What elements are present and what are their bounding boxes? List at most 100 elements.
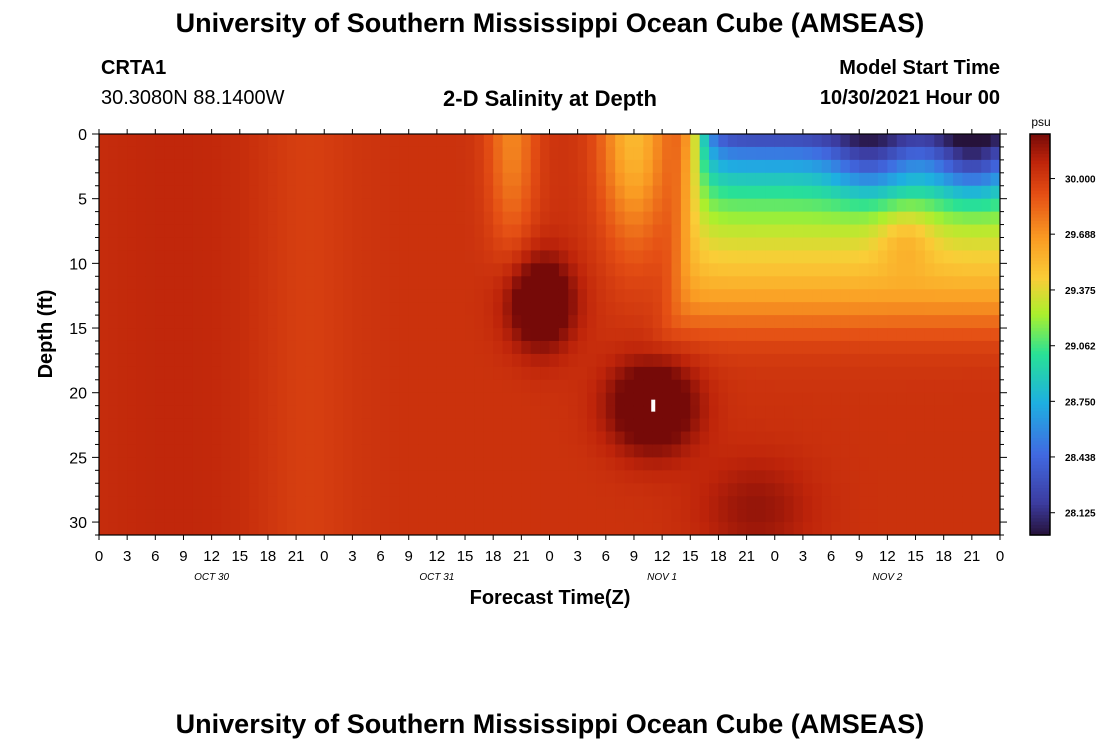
heatmap-cell [314, 522, 325, 536]
heatmap-cell [192, 483, 203, 497]
heatmap-cell [849, 483, 860, 497]
heatmap-cell [633, 431, 644, 445]
heatmap-cell [896, 302, 907, 316]
heatmap-cell [230, 340, 241, 355]
heatmap-cell [380, 263, 391, 277]
heatmap-cell [727, 328, 738, 342]
heatmap-cell [840, 224, 851, 238]
heatmap-cell [821, 146, 832, 161]
heatmap-cell [211, 522, 222, 536]
heatmap-cell [774, 405, 785, 420]
heatmap-cell [868, 392, 879, 407]
heatmap-cell [305, 172, 316, 187]
heatmap-cell [511, 431, 522, 445]
heatmap-cell [164, 198, 175, 213]
heatmap-cell [549, 224, 560, 238]
heatmap-cell [211, 366, 222, 381]
heatmap-cell [906, 224, 917, 238]
heatmap-cell [314, 405, 325, 420]
heatmap-cell [305, 340, 316, 355]
heatmap-cell [343, 159, 353, 174]
heatmap-cell [849, 198, 860, 213]
heatmap-cell [211, 444, 222, 458]
colorbar-segment [1030, 371, 1050, 376]
heatmap-cell [643, 198, 654, 213]
heatmap-cell [915, 289, 926, 303]
heatmap-cell [230, 405, 241, 420]
heatmap-cell [108, 134, 119, 148]
heatmap-cell [727, 405, 738, 420]
heatmap-cell [868, 185, 879, 200]
heatmap-cell [305, 418, 316, 433]
heatmap-cell [981, 185, 992, 200]
heatmap-cell [455, 340, 466, 355]
heatmap-cell [643, 211, 654, 226]
heatmap-cell [859, 315, 870, 329]
heatmap-cell [521, 353, 532, 368]
heatmap-cell [943, 405, 954, 420]
heatmap-cell [343, 263, 353, 277]
heatmap-cell [699, 392, 710, 407]
heatmap-cell [671, 405, 682, 420]
heatmap-cell [812, 444, 823, 458]
heatmap-cell [906, 198, 917, 213]
heatmap-cell [474, 418, 485, 433]
heatmap-cell [427, 289, 438, 303]
heatmap-cell [887, 224, 898, 238]
heatmap-cell [249, 366, 260, 381]
heatmap-cell [943, 134, 954, 148]
heatmap-cell [99, 392, 109, 407]
heatmap-cell [737, 405, 748, 420]
heatmap-cell [680, 315, 691, 329]
heatmap-cell [361, 315, 372, 329]
heatmap-cell [221, 522, 231, 536]
heatmap-cell [812, 159, 823, 174]
heatmap-cell [540, 444, 550, 458]
heatmap-cell [399, 172, 410, 187]
heatmap-cell [418, 172, 428, 187]
heatmap-cell [840, 431, 851, 445]
heatmap-cell [718, 470, 729, 484]
heatmap-cell [361, 302, 372, 316]
heatmap-cell [690, 405, 701, 420]
heatmap-cell [877, 509, 888, 523]
heatmap-cell [314, 224, 325, 238]
heatmap-cell [221, 250, 231, 264]
heatmap-cell [474, 444, 485, 458]
heatmap-cell [155, 224, 166, 238]
heatmap-cell [277, 418, 288, 433]
heatmap-cell [221, 431, 231, 445]
heatmap-cell [183, 263, 194, 277]
heatmap-cell [971, 263, 982, 277]
heatmap-cell [540, 185, 550, 200]
heatmap-cell [155, 263, 166, 277]
heatmap-cell [502, 159, 513, 174]
heatmap-cell [521, 276, 532, 290]
heatmap-cell [296, 198, 306, 213]
heatmap-cell [765, 172, 776, 187]
heatmap-cell [755, 509, 766, 523]
heatmap-cell [615, 470, 626, 484]
heatmap-cell [755, 405, 766, 420]
heatmap-cell [718, 340, 729, 355]
heatmap-cell [605, 250, 616, 264]
heatmap-cell [784, 509, 795, 523]
heatmap-cell [793, 289, 804, 303]
heatmap-cell [624, 224, 635, 238]
heatmap-cell [915, 509, 926, 523]
heatmap-cell [296, 224, 306, 238]
colorbar-segment [1030, 451, 1050, 456]
heatmap-cell [737, 444, 748, 458]
heatmap-cell [380, 146, 391, 161]
heatmap-cell [540, 340, 550, 355]
heatmap-cell [765, 276, 776, 290]
heatmap-cell [633, 418, 644, 433]
heatmap-cell [812, 470, 823, 484]
heatmap-cell [352, 509, 363, 523]
heatmap-cell [587, 353, 597, 368]
heatmap-cell [511, 276, 522, 290]
heatmap-cell [296, 237, 306, 251]
heatmap-cell [652, 134, 663, 148]
heatmap-cell [896, 263, 907, 277]
heatmap-cell [662, 185, 673, 200]
